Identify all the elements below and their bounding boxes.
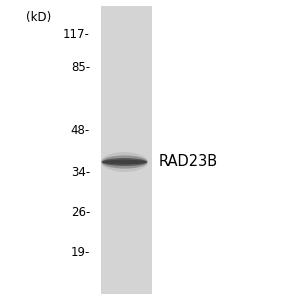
Text: RAD23B: RAD23B [159,154,218,169]
Text: 48-: 48- [71,124,90,137]
Ellipse shape [102,160,147,164]
Text: 19-: 19- [70,245,90,259]
Text: (kD): (kD) [26,11,52,23]
Ellipse shape [102,158,147,166]
Text: 85-: 85- [71,61,90,74]
Text: 117-: 117- [63,28,90,41]
Text: 34-: 34- [71,166,90,179]
Bar [100,6,152,294]
Ellipse shape [101,155,148,169]
Text: 26-: 26- [70,206,90,220]
Ellipse shape [101,152,148,172]
